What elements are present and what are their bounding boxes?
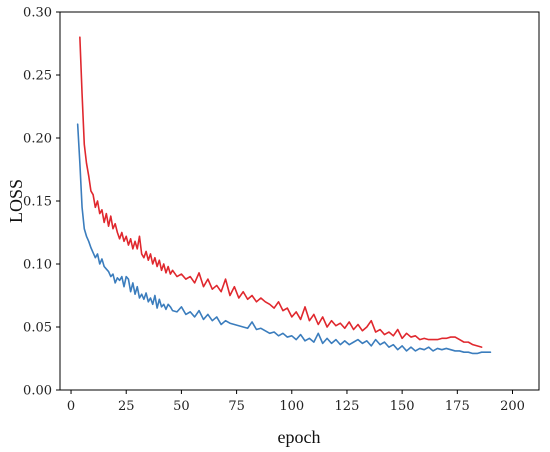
x-tick-label: 50: [173, 399, 190, 414]
series-layer: [76, 36, 492, 355]
x-tick-label: 150: [390, 399, 415, 414]
y-tick-label: 0.30: [23, 6, 52, 21]
series-line-blue: [76, 123, 492, 355]
y-tick-label: 0.00: [23, 384, 52, 399]
y-tick-label: 0.20: [23, 132, 52, 147]
y-axis-title: LOSS: [6, 179, 26, 223]
y-tick-label: 0.05: [23, 321, 52, 336]
x-axis-title: epoch: [278, 427, 321, 447]
y-tick-label: 0.25: [23, 69, 52, 84]
series-line-red: [79, 36, 483, 348]
plot-area: [59, 11, 540, 391]
plot-frame: [59, 11, 540, 391]
x-tick-label: 75: [228, 399, 245, 414]
x-axis-ticks: 0 25 50 75 100 125 150 175 200: [67, 390, 525, 414]
x-tick-label: 200: [500, 399, 525, 414]
x-tick-label: 25: [118, 399, 135, 414]
x-tick-label: 175: [445, 399, 470, 414]
y-axis-ticks: 0.00 0.05 0.10 0.15 0.20 0.25 0.30: [23, 6, 60, 399]
y-tick-label: 0.10: [23, 258, 52, 273]
y-tick-label: 0.15: [23, 195, 52, 210]
x-tick-label: 125: [335, 399, 360, 414]
x-tick-label: 0: [67, 399, 75, 414]
x-tick-label: 100: [279, 399, 304, 414]
